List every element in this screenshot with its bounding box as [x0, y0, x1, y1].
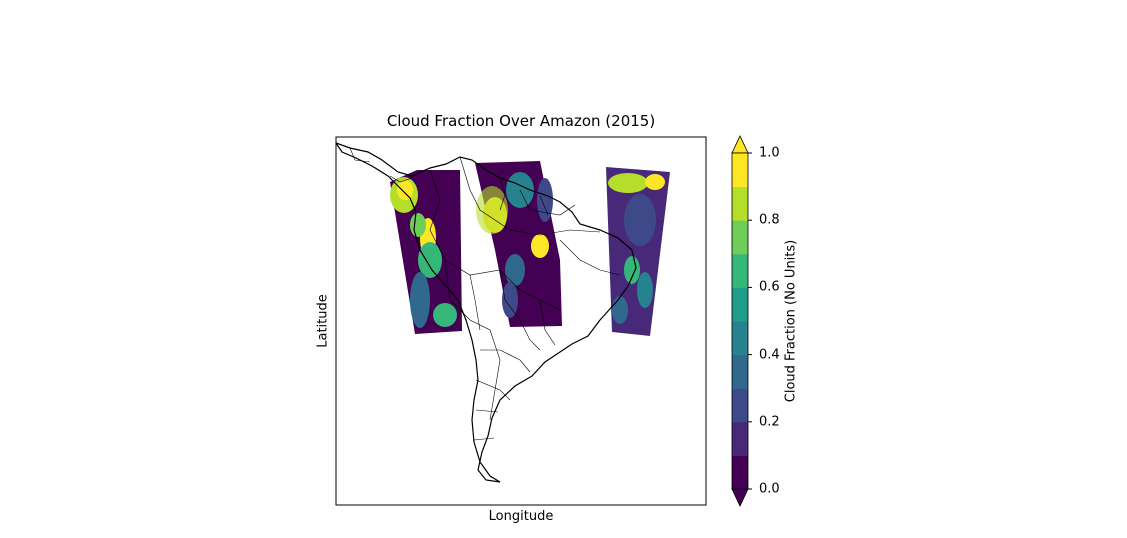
colorbar-level	[732, 186, 748, 221]
colorbar-level	[732, 354, 748, 389]
colorbar-level	[732, 287, 748, 322]
continent-outline	[336, 142, 637, 483]
colorbar	[731, 135, 752, 507]
colorbar-level	[732, 253, 748, 288]
colorbar-tick-label: 0.2	[759, 414, 780, 430]
colorbar-extend-min	[731, 488, 749, 507]
colorbar-extend-max	[731, 135, 749, 154]
colorbar-level	[732, 455, 748, 490]
colorbar-level	[732, 421, 748, 456]
colorbar-label: Cloud Fraction (No Units)	[783, 239, 799, 403]
colorbar-level	[732, 321, 748, 356]
colorbar-tick-label: 0.0	[759, 481, 780, 497]
swath-west	[390, 170, 462, 334]
colorbar-tick-label: 0.8	[759, 212, 780, 228]
x-axis-label: Longitude	[488, 509, 554, 524]
colorbar-level	[732, 153, 748, 188]
colorbar-level	[732, 388, 748, 423]
colorbar-level	[732, 220, 748, 255]
colorbar-tick-label: 1.0	[759, 145, 780, 161]
colorbar-tick-label: 0.4	[759, 347, 780, 363]
swath-center	[475, 161, 562, 327]
colorbar-tick-label: 0.6	[759, 279, 780, 295]
country-borders	[349, 147, 621, 441]
colorbar-frame	[731, 152, 749, 490]
map-title: Cloud Fraction Over Amazon (2015)	[386, 112, 656, 130]
